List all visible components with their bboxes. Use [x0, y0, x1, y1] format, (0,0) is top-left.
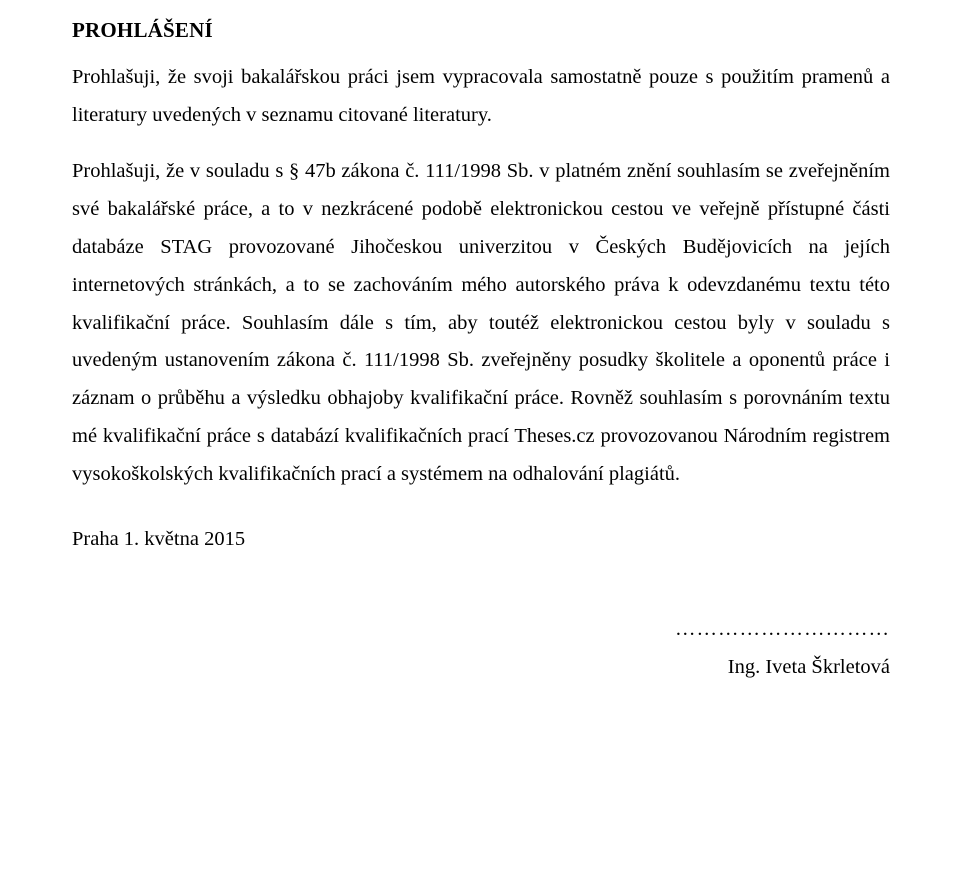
declaration-paragraph-2: Prohlašuji, že v souladu s § 47b zákona … — [72, 153, 890, 494]
date-line: Praha 1. května 2015 — [72, 528, 890, 551]
declaration-heading: PROHLÁŠENÍ — [72, 18, 890, 43]
signature-block: ………………………… Ing. Iveta Škrletová — [72, 611, 890, 687]
signature-name: Ing. Iveta Škrletová — [72, 649, 890, 687]
declaration-paragraph-1: Prohlašuji, že svoji bakalářskou práci j… — [72, 59, 890, 135]
signature-dots: ………………………… — [72, 611, 890, 649]
